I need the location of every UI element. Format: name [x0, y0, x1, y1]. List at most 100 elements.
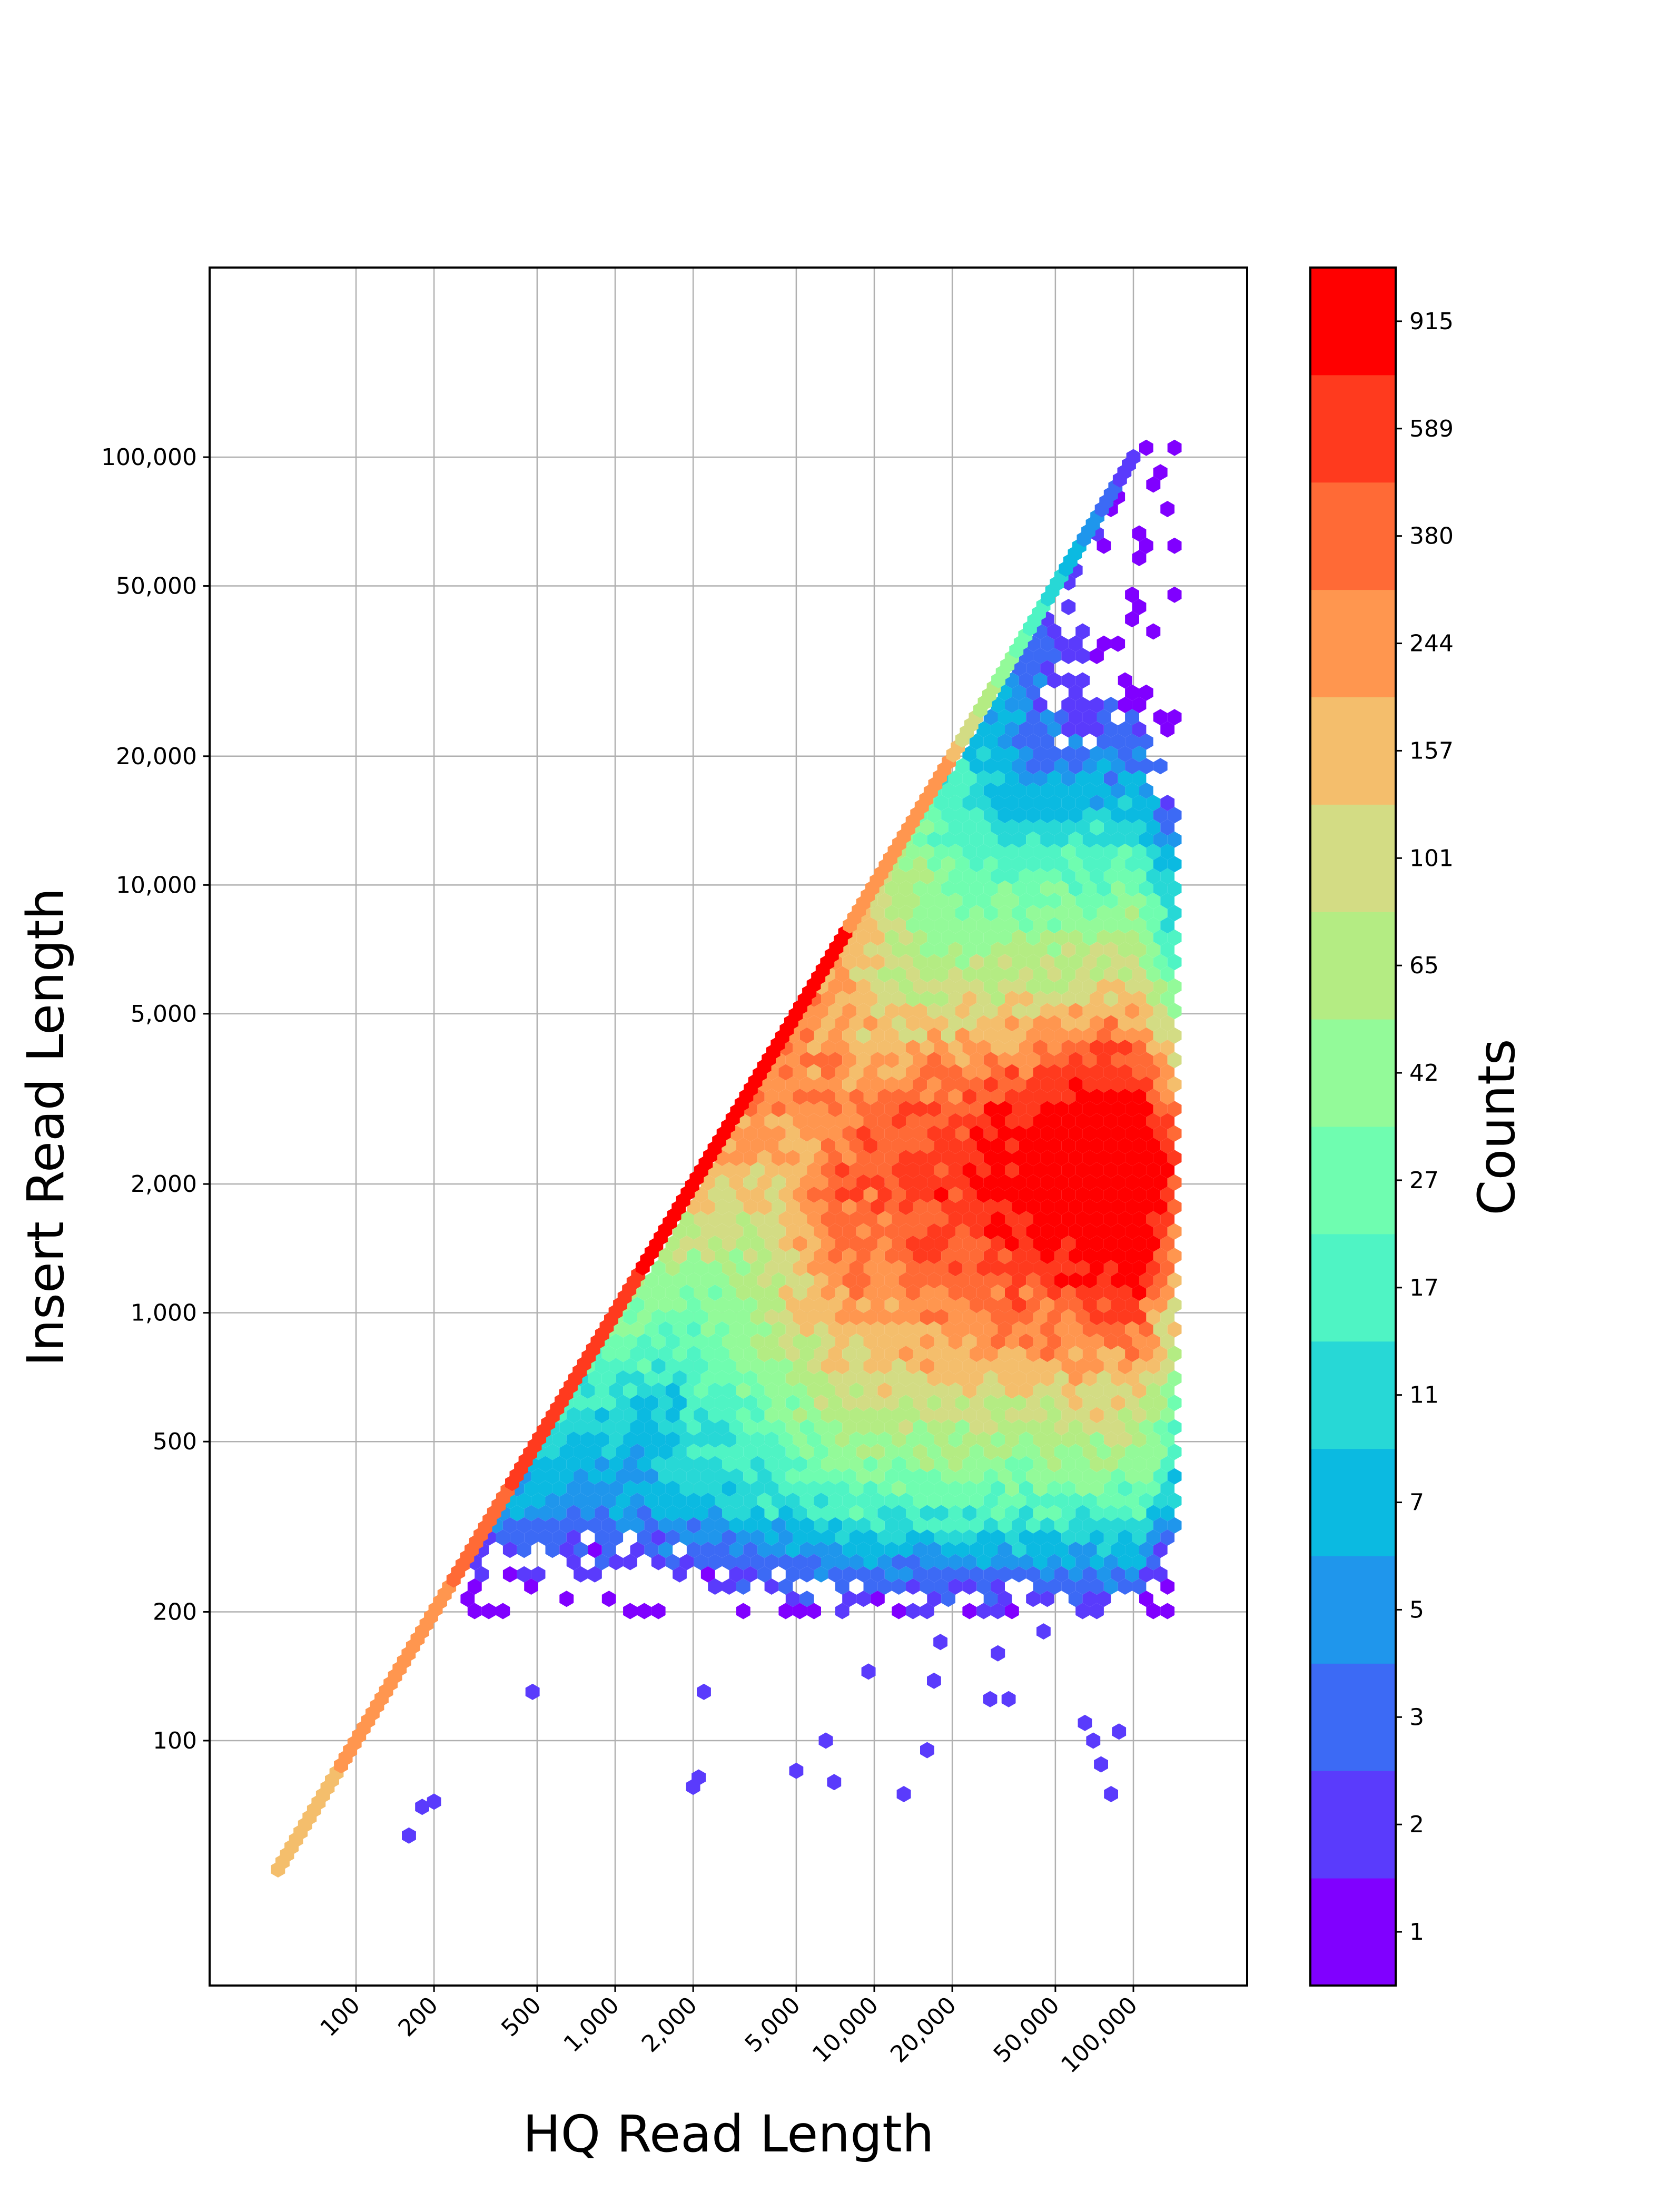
hexbin-cell	[1026, 1125, 1041, 1142]
hexbin-cell	[708, 1260, 722, 1277]
hexbin-cell	[1153, 758, 1168, 775]
hexbin-cell	[708, 1578, 722, 1595]
hexbin-cell	[1125, 1542, 1139, 1558]
hexbin-cell	[1139, 1444, 1153, 1460]
hexbin-cell	[1047, 795, 1062, 811]
hexbin-cell	[920, 1064, 934, 1081]
hexbin-cell	[849, 1456, 864, 1473]
hexbin-cell	[679, 1529, 694, 1546]
hexbin-cell	[785, 1199, 800, 1216]
hexbin-cell	[814, 1370, 828, 1387]
hexbin-cell	[743, 1346, 758, 1362]
hexbin-cell	[496, 1603, 510, 1619]
hexbin-cell	[955, 954, 970, 971]
hexbin-cell	[609, 1407, 624, 1424]
hexbin-cell	[686, 1444, 701, 1460]
hexbin-cell	[1026, 1150, 1041, 1167]
hexbin-cell	[1033, 746, 1048, 762]
hexbin-cell	[941, 1272, 955, 1289]
hexbin-cell	[927, 1542, 942, 1558]
hexbin-cell	[1118, 1505, 1132, 1522]
hexbin-cell	[962, 966, 977, 983]
hexbin-cell	[1153, 1199, 1168, 1216]
hexbin-cell	[729, 1297, 744, 1314]
hexbin-cell	[1012, 1297, 1026, 1314]
hexbin-cell	[736, 1236, 750, 1252]
hexbin-cell	[884, 1346, 899, 1362]
hexbin-cell	[1026, 1346, 1041, 1362]
hexbin-cell	[715, 1223, 729, 1240]
hexbin-cell	[1068, 1223, 1083, 1240]
hexbin-cell	[502, 1542, 517, 1558]
hexbin-cell	[588, 1542, 602, 1558]
hexbin-cell	[651, 1260, 666, 1277]
hexbin-cell	[976, 942, 991, 958]
hexbin-cell	[870, 1591, 885, 1607]
hexbin-cell	[1040, 880, 1054, 897]
hexbin-cell	[898, 1101, 913, 1118]
hexbin-cell	[1097, 978, 1111, 995]
hexbin-cell	[673, 1321, 687, 1338]
hexbin-cell	[807, 1064, 821, 1081]
hexbin-cell	[1012, 1419, 1026, 1436]
hexbin-cell	[700, 1346, 715, 1362]
hexbin-cell	[998, 1076, 1012, 1093]
hexbin-cell	[948, 942, 963, 958]
hexbin-cell	[934, 1358, 949, 1375]
hexbin-cell	[991, 1480, 1005, 1497]
hexbin-cell	[1026, 1370, 1041, 1387]
hexbin-cell	[630, 1321, 645, 1338]
hexbin-cell	[906, 1334, 920, 1350]
hexbin-cell	[941, 782, 955, 799]
hexbin-cell	[870, 1419, 885, 1436]
hexbin-cell	[1139, 1199, 1153, 1216]
hexbin-cell	[991, 942, 1005, 958]
hexbin-cell	[870, 1223, 885, 1240]
hexbin-cell	[651, 1529, 666, 1546]
hexbin-cell	[892, 1456, 906, 1473]
hexbin-cell	[1019, 1285, 1033, 1301]
hexbin-cell	[1054, 1027, 1069, 1044]
hexbin-cell	[574, 1419, 588, 1436]
hexbin-cell	[1075, 1138, 1090, 1154]
hexbin-cell	[1026, 1223, 1041, 1240]
hexbin-cell	[1160, 1407, 1175, 1424]
hexbin-cell	[906, 1285, 920, 1301]
hexbin-cell	[1005, 1529, 1019, 1546]
hexbin-cell	[630, 1542, 645, 1558]
hexbin-cell	[807, 1015, 821, 1032]
hexbin-cell	[1026, 1395, 1041, 1411]
hexbin-cell	[877, 1113, 892, 1130]
hexbin-cell	[644, 1346, 659, 1362]
hexbin-cell	[1068, 880, 1083, 897]
hexbin-cell	[976, 819, 991, 836]
hexbin-cell	[955, 1272, 970, 1289]
hexbin-cell	[1111, 1542, 1125, 1558]
hexbin-cell	[835, 1089, 850, 1105]
hexbin-cell	[1125, 1468, 1139, 1485]
hexbin-cell	[955, 1027, 970, 1044]
hexbin-cell	[913, 1052, 927, 1069]
hexbin-cell	[1054, 1346, 1069, 1362]
hexbin-cell	[658, 1419, 673, 1436]
hexbin-cell	[496, 1529, 510, 1546]
hexbin-cell	[969, 905, 984, 922]
hexbin-cell	[991, 1603, 1005, 1619]
hexbin-cell	[715, 1297, 729, 1314]
hexbin-cell	[1054, 1248, 1069, 1265]
hexbin-cell	[1019, 1529, 1033, 1546]
hexbin-cell	[686, 1419, 701, 1436]
hexbin-cell	[559, 1517, 574, 1534]
hexbin-cell	[828, 1223, 843, 1240]
hexbin-cell	[1125, 1003, 1139, 1020]
hexbin-cell	[1054, 1419, 1069, 1436]
hexbin-cell	[1160, 1578, 1175, 1595]
hexbin-cell	[934, 1187, 949, 1203]
hexbin-cell	[630, 1297, 645, 1314]
hexbin-cell	[1082, 1101, 1097, 1118]
hexbin-cell	[1026, 807, 1041, 824]
hexbin-cell	[863, 1285, 878, 1301]
hexbin-cell	[799, 1419, 814, 1436]
hexbin-cell	[983, 929, 998, 946]
hexbin-cell	[665, 1236, 680, 1252]
